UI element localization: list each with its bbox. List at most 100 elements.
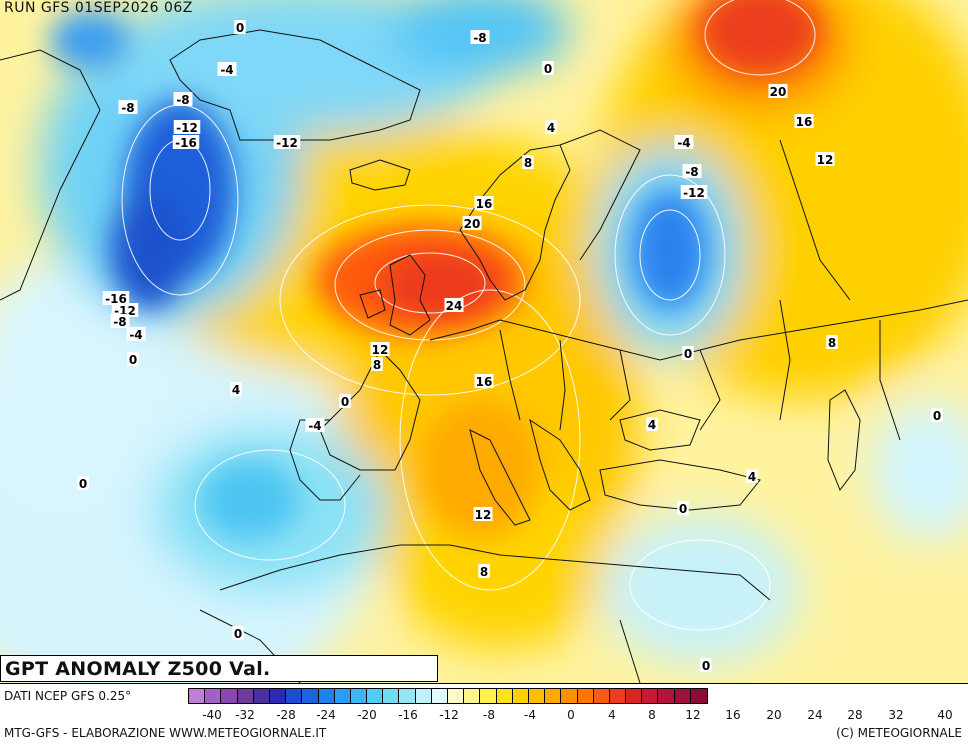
map-title: GPT ANOMALY Z500 Val. 18Z13SEP2026 [0,655,438,706]
scale-swatch [674,689,691,703]
scale-tick-label: -12 [439,708,459,722]
scale-swatch [658,689,675,703]
contour-label: 8 [828,336,836,350]
scale-tick-label: 24 [807,708,823,722]
contour-label: 16 [476,375,493,389]
contour-label: -16 [175,136,197,150]
scale-swatch [561,689,578,703]
color-scale [188,688,708,704]
contour-label-bg [680,185,708,199]
credit-left: MTG-GFS - ELABORAZIONE WWW.METEOGIORNALE… [4,726,327,740]
contour-label-bg [234,20,246,34]
contour-label-bg [682,346,694,360]
scale-tick-label: -28 [276,708,296,722]
scale-tick-label: 16 [725,708,741,722]
contour-label: 8 [373,358,381,372]
scale-swatch [367,689,384,703]
contour-label-bg [677,501,689,515]
scale-swatch [221,689,238,703]
contour-label: -8 [121,101,134,115]
scale-swatch [528,689,546,703]
contour-label: 8 [480,565,488,579]
contour-label: -4 [220,63,233,77]
contour-label: 0 [679,502,687,516]
contour-label: 12 [817,153,834,167]
run-title: RUN GFS 01SEP2026 06Z [4,0,193,16]
scale-swatch [253,689,270,703]
scale-tick-label: -40 [202,708,222,722]
scale-swatch [383,689,400,703]
contour-label-bg [173,120,201,134]
contour-label-bg [444,298,464,312]
contour-label-bg [522,155,534,169]
contour-label: -8 [685,165,698,179]
scale-swatch [496,689,513,703]
contour-label: 0 [79,477,87,491]
contour-label-bg [746,469,758,483]
contour-label: -4 [129,328,142,342]
scale-swatch [334,689,351,703]
contour-label-bg [700,658,712,672]
contour-label: 0 [236,21,244,35]
contour-label: 0 [129,353,137,367]
scale-tick-label: 20 [766,708,782,722]
scale-tick-label: -32 [235,708,255,722]
contour-label-bg [478,564,490,578]
contour-label-bg [232,626,244,640]
scale-tick-label: -16 [398,708,418,722]
scale-swatch [545,689,562,703]
contour-label: 4 [232,383,240,397]
scale-swatch [431,689,448,703]
contour-label-bg [545,120,557,134]
scale-swatch [609,689,627,703]
contour-label-bg [172,135,200,149]
contour-label: -4 [677,136,690,150]
scale-swatch [350,689,368,703]
contour-label-bg [127,352,139,366]
contour-label: -4 [308,419,321,433]
scale-swatch [318,689,335,703]
contour-label: 0 [544,62,552,76]
contour-label-bg [815,152,835,166]
scale-tick-label: 0 [567,708,575,722]
contour-label: 4 [547,121,555,135]
contour-label: 20 [770,85,787,99]
contour-label-bg [370,342,390,356]
contour-label: 8 [524,156,532,170]
contour-label: -12 [176,121,198,135]
scale-swatch [577,689,594,703]
contour-label-bg [102,291,130,305]
contour-label-bg [173,92,193,106]
contour-label-bg [371,357,383,371]
contour-label-bg [339,394,351,408]
contour-label: 20 [464,217,481,231]
scale-swatch [593,689,610,703]
contour-label-bg [682,164,702,178]
contour-label: 0 [234,627,242,641]
contour-label-bg [273,135,301,149]
scale-swatch [399,689,416,703]
scale-swatch [626,689,643,703]
contour-label-bg [126,327,146,341]
scale-swatch [415,689,432,703]
contour-label-bg [217,62,237,76]
contour-label: -12 [276,136,298,150]
scale-tick-label: -20 [357,708,377,722]
contour-label-bg [794,114,814,128]
credit-right: (C) METEOGIORNALE [836,726,962,740]
scale-tick-label: 40 [937,708,953,722]
scale-swatch [448,689,465,703]
scale-swatch [690,689,707,703]
contour-label: 16 [476,197,493,211]
contour-label-bg [542,61,554,75]
scale-tick-label: 32 [888,708,904,722]
contour-label: -16 [105,292,127,306]
contour-label: 12 [475,508,492,522]
scale-tick-label: -24 [316,708,336,722]
contour-label: 12 [372,343,389,357]
scale-swatch [302,689,319,703]
contour-label: -8 [473,31,486,45]
contour-label: -8 [176,93,189,107]
contour-label: 0 [341,395,349,409]
contour-label-bg [474,196,494,210]
